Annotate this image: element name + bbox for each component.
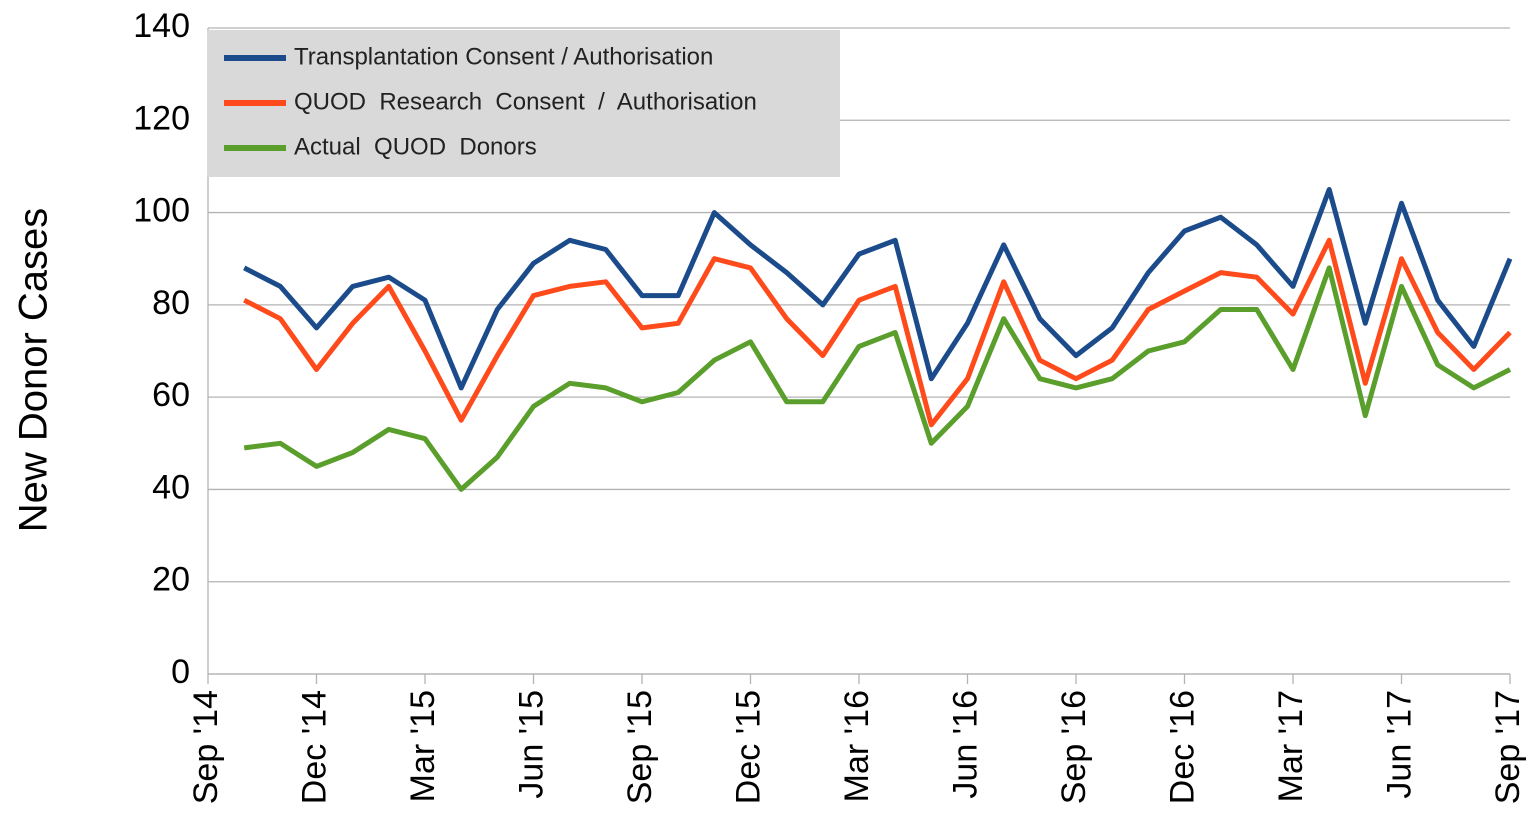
x-tick-label: Sep '14 [187,690,225,804]
y-tick-label: 120 [133,99,190,137]
series-line [243,265,1512,492]
x-tick-label: Sep '16 [1055,690,1093,804]
x-tick-label: Jun '16 [946,690,984,799]
x-tick-label: Dec '15 [729,690,767,804]
legend-label: QUOD Research Consent / Authorisation [294,88,757,115]
legend: Transplantation Consent / Authorisation Q… [207,30,840,177]
x-tick-label: Sep '15 [621,690,659,804]
x-tick-label: Mar '15 [404,690,442,802]
y-tick-label: 0 [171,653,190,691]
x-tick-label: Jun '17 [1380,690,1418,799]
series-line [243,237,1512,428]
y-tick-label: 20 [152,561,190,599]
y-tick-label: 60 [152,376,190,414]
x-tick-label: Jun '15 [512,690,550,799]
series-line [243,187,1513,391]
y-tick-label: 80 [152,284,190,322]
legend-label: Actual QUOD Donors [294,133,537,160]
legend-label: Transplantation Consent / Authorisation [294,43,713,70]
x-tick-label: Dec '16 [1163,690,1201,804]
x-tick-label: Dec '14 [295,690,333,804]
y-tick-label: 140 [133,7,190,45]
x-tick-label: Mar '16 [838,690,876,802]
x-tick-label: Sep '17 [1489,690,1527,804]
y-tick-label: 40 [152,468,190,506]
x-tick-label: Mar '17 [1272,690,1310,802]
y-tick-label: 100 [133,192,190,230]
legend-box [207,30,840,177]
y-axis-title: New Donor Cases [12,208,56,533]
